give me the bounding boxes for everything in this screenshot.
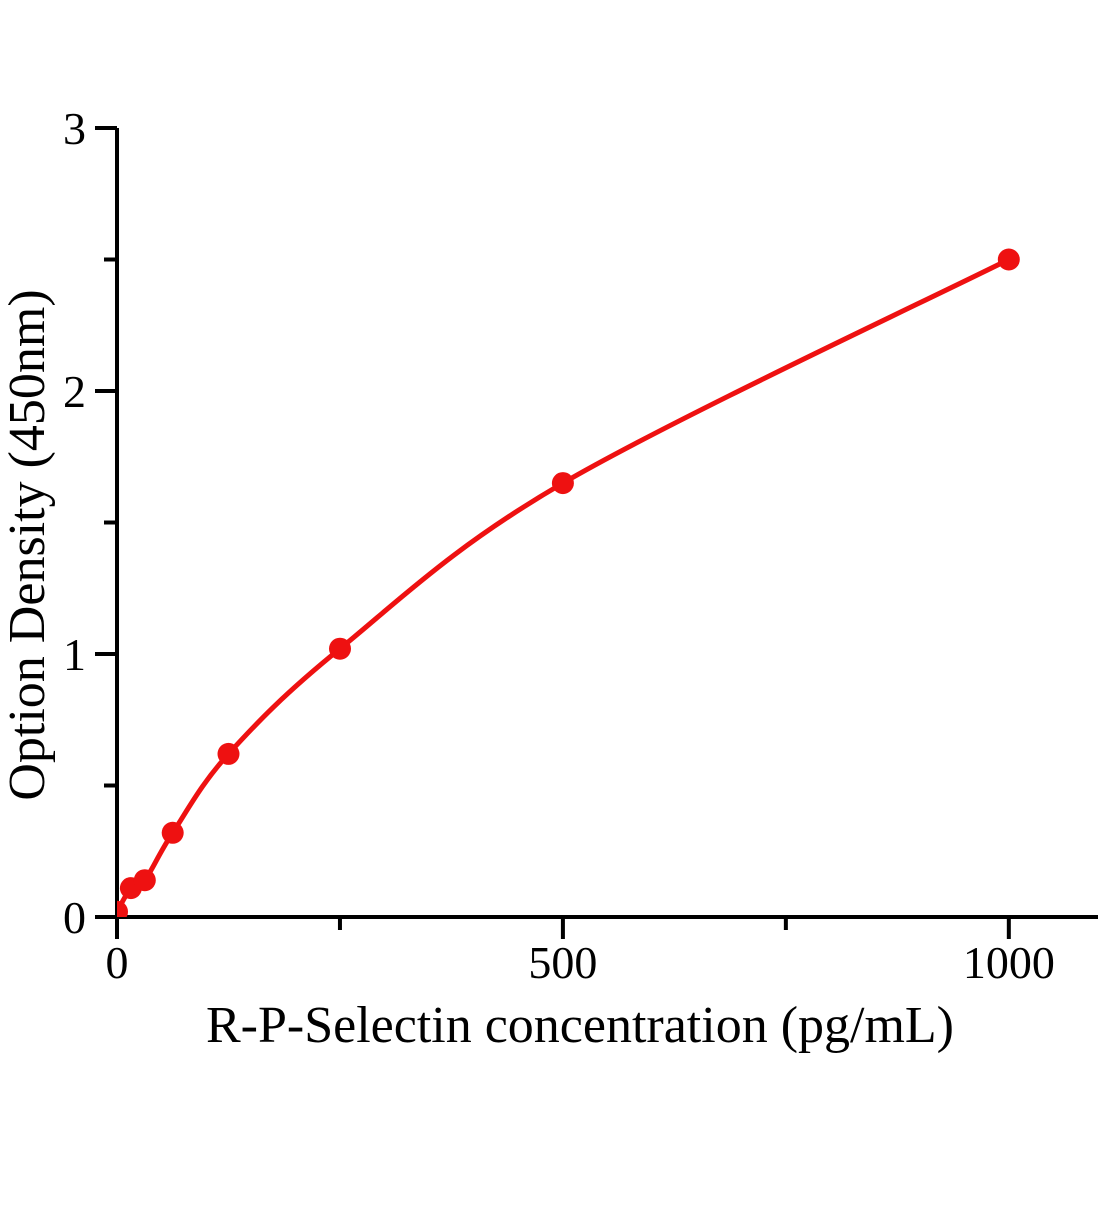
x-axis-tick-label: 1000 [963,937,1055,988]
x-axis-tick-label: 500 [528,937,597,988]
data-point-marker [217,742,240,765]
y-axis-title: Option Density (450nm) [0,289,56,800]
standard-curve-line [117,257,1012,915]
plot-area [117,248,1020,917]
data-point-marker [551,472,574,495]
data-series-group [117,248,1020,917]
y-axis-tick-label: 0 [63,892,86,943]
axes: 0 500 1000 0 1 2 3 [63,103,1098,988]
data-point-marker [133,869,156,892]
data-point-marker [329,637,351,660]
y-axis-tick-label: 1 [63,629,86,680]
data-point-marker [161,821,184,844]
x-axis-title: R-P-Selectin concentration (pg/mL) [206,997,954,1054]
y-axis-tick-label: 3 [63,103,86,154]
data-point-marker [117,900,128,917]
x-axis-tick-label: 0 [106,937,129,988]
data-point-marker [997,248,1020,271]
y-axis-tick-label: 2 [63,366,86,417]
